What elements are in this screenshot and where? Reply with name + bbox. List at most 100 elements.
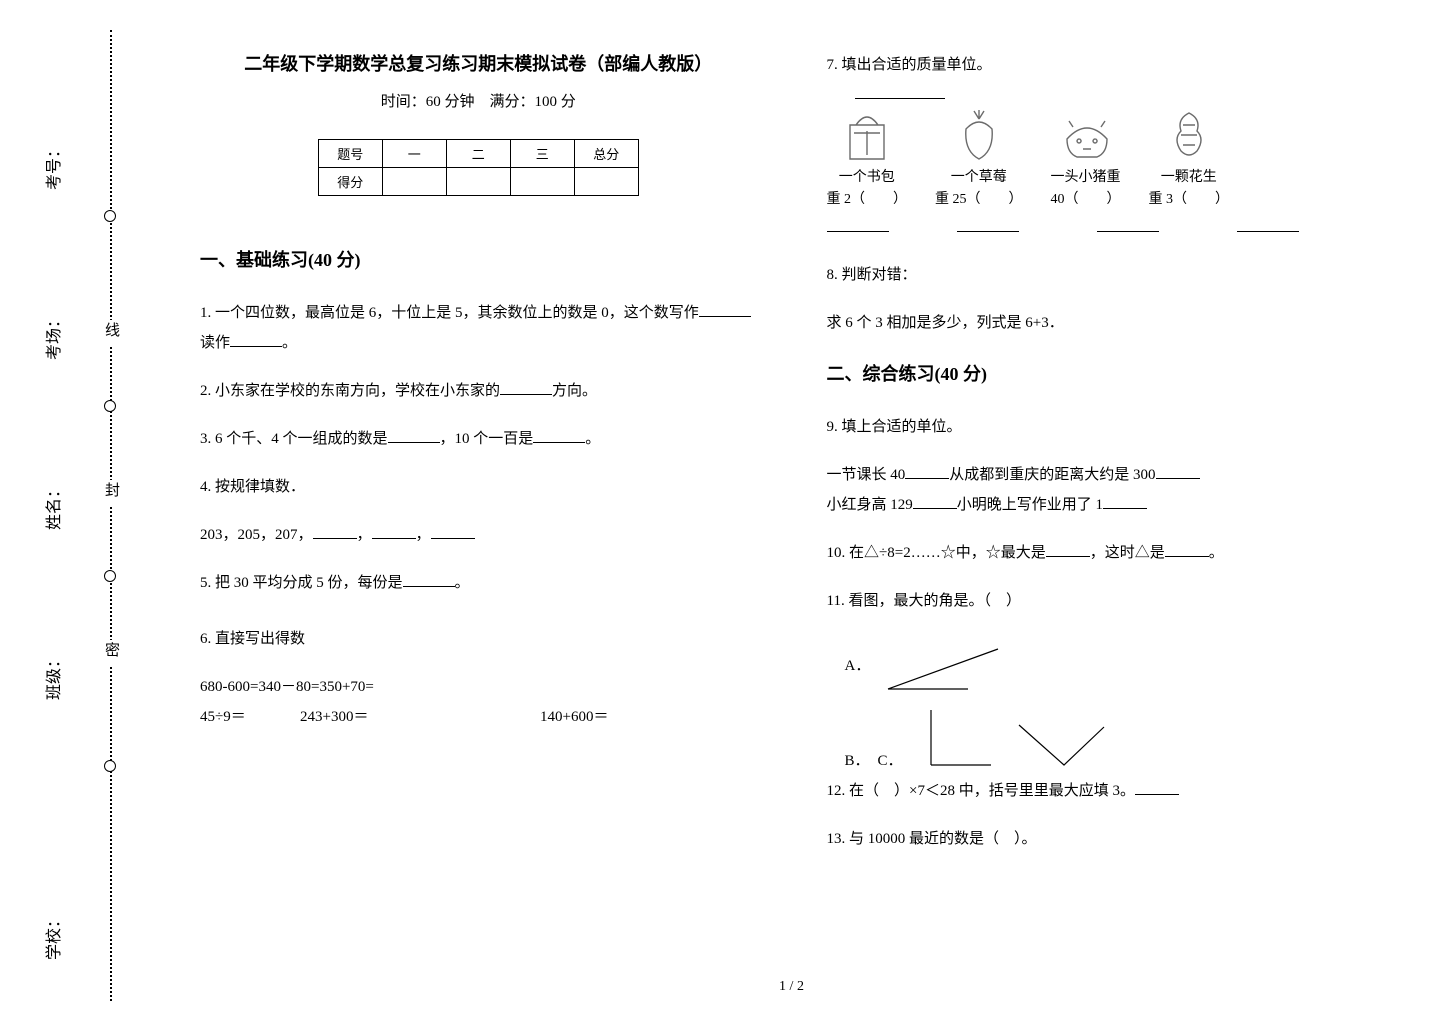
q1: 1. 一个四位数，最高位是 6，十位上是 5，其余数位上的数是 0，这个数写作读… [200, 298, 757, 358]
binding-margin: 密 封 线 考号： 考场： 姓名： 班级： 学校： [0, 0, 150, 1011]
q-number: 13. [827, 831, 850, 847]
q-text: 判断对错： [842, 267, 917, 283]
q-number: 12. [827, 783, 850, 799]
option-bc: B． C． [845, 700, 1384, 770]
q-number: 9. [827, 419, 842, 435]
table-row: 题号 一 二 三 总分 [318, 140, 638, 168]
angle-a-icon [878, 634, 1008, 694]
blank [913, 494, 957, 509]
q11: 11. 看图，最大的角是。（ ） [827, 586, 1384, 616]
cell [382, 168, 446, 196]
q12: 12. 在（ ）×7＜28 中，括号里里最大应填 3。 [827, 776, 1384, 806]
item-name: 一头小猪重 [1051, 167, 1121, 189]
punch-circle [104, 570, 116, 582]
expr: 140+600＝ [540, 709, 608, 725]
q8-statement: 求 6 个 3 相加是多少，列式是 6+3． [827, 308, 1384, 338]
blank [230, 332, 282, 347]
seal-label-feng: 封 [101, 480, 122, 507]
blank [1103, 494, 1147, 509]
score-table: 题号 一 二 三 总分 得分 [318, 139, 639, 196]
q-number: 2. [200, 383, 215, 399]
blank [533, 428, 585, 443]
q-text: 在△÷8=2……☆中，☆最大是 [849, 545, 1046, 561]
q10: 10. 在△÷8=2……☆中，☆最大是，这时△是。 [827, 538, 1384, 568]
q-text: 203，205，207， [200, 527, 313, 543]
q-number: 11. [827, 593, 849, 609]
q6-expressions: 680-600=340－80=350+70= 45÷9＝243+300＝140+… [200, 672, 757, 732]
q-text: 。 [455, 575, 470, 591]
angle-c-icon [1009, 715, 1109, 770]
q7-item: 一颗花生 重 3（ ） [1149, 105, 1230, 210]
q2: 2. 小东家在学校的东南方向，学校在小东家的方向。 [200, 376, 757, 406]
expr: 340－80= [258, 679, 319, 695]
q-text: ，10 个一百是 [440, 431, 534, 447]
page-body: 二年级下学期数学总复习练习期末模拟试卷（部编人教版） 时间：60 分钟 满分：1… [170, 0, 1413, 1011]
sep: ， [357, 527, 372, 543]
table-row: 得分 [318, 168, 638, 196]
q-number: 1. [200, 305, 215, 321]
blank [313, 524, 357, 539]
q-text: 小东家在学校的东南方向，学校在小东家的 [215, 383, 500, 399]
blank [1135, 780, 1179, 795]
item-name: 一个书包 [827, 167, 908, 189]
angle-b-icon [911, 700, 1001, 770]
q7-item: 一头小猪重 40（ ） [1051, 105, 1121, 210]
blank [1237, 216, 1299, 232]
blank [372, 524, 416, 539]
strawberry-icon [948, 105, 1010, 163]
q9-lines: 一节课长 40从成都到重庆的距离大约是 300 小红身高 129小明晚上写作业用… [827, 460, 1384, 520]
q-text: 填出合适的质量单位。 [842, 57, 992, 73]
option-label: C． [878, 749, 903, 770]
blank [500, 380, 552, 395]
q6: 6. 直接写出得数 [200, 624, 757, 654]
expr: 243+300＝ [300, 702, 540, 732]
q11-options: A． B． C． [845, 634, 1384, 770]
cell: 二 [446, 140, 510, 168]
option-label: B． [845, 749, 870, 770]
full-marks: 满分：100 分 [490, 94, 576, 110]
punch-circle [104, 760, 116, 772]
q-number: 7. [827, 57, 842, 73]
q-text: 小明晚上写作业用了 1 [957, 497, 1103, 513]
q-text: ，这时△是 [1090, 545, 1165, 561]
blank [1046, 542, 1090, 557]
q7-blank-row [827, 216, 1384, 232]
cell [446, 168, 510, 196]
field-name: 姓名： [40, 482, 64, 530]
q7-image-row: 一个书包 重 2（ ） 一个草莓 重 25（ ） 一头小猪重 40（ ） 一颗花… [827, 105, 1384, 210]
item-name: 一个草莓 [935, 167, 1023, 189]
rule-line [855, 98, 945, 99]
field-exam-room: 考场： [40, 312, 64, 360]
blank [699, 302, 751, 317]
seal-label-xian: 线 [101, 320, 122, 347]
item-weight: 40（ ） [1051, 189, 1121, 211]
expr: 680-600= [200, 679, 258, 695]
item-weight: 重 2（ ） [827, 189, 908, 211]
time-limit: 时间：60 分钟 [381, 94, 475, 110]
q-text: 一节课长 40 [827, 467, 906, 483]
q-number: 4. [200, 479, 215, 495]
blank [1097, 216, 1159, 232]
page-number: 1 / 2 [779, 979, 804, 995]
cell: 题号 [318, 140, 382, 168]
q-text: 从成都到重庆的距离大约是 300 [949, 467, 1155, 483]
q-number: 3. [200, 431, 215, 447]
blank [431, 524, 475, 539]
item-name: 一颗花生 [1149, 167, 1230, 189]
q-number: 5. [200, 575, 215, 591]
q-text: 按规律填数． [215, 479, 305, 495]
q-text: 6 个千、4 个一组成的数是 [215, 431, 388, 447]
pig-icon [1055, 105, 1117, 163]
q-text: 填上合适的单位。 [842, 419, 962, 435]
blank [388, 428, 440, 443]
expr: 350+70= [319, 679, 373, 695]
cell: 总分 [574, 140, 638, 168]
punch-circle [104, 210, 116, 222]
blank [403, 572, 455, 587]
option-a: A． [845, 634, 1384, 694]
item-weight: 重 3（ ） [1149, 189, 1230, 211]
q4: 4. 按规律填数． [200, 472, 757, 502]
q7: 7. 填出合适的质量单位。 [827, 50, 1384, 80]
q-number: 6. [200, 631, 215, 647]
exam-subtitle: 时间：60 分钟 满分：100 分 [200, 90, 757, 111]
